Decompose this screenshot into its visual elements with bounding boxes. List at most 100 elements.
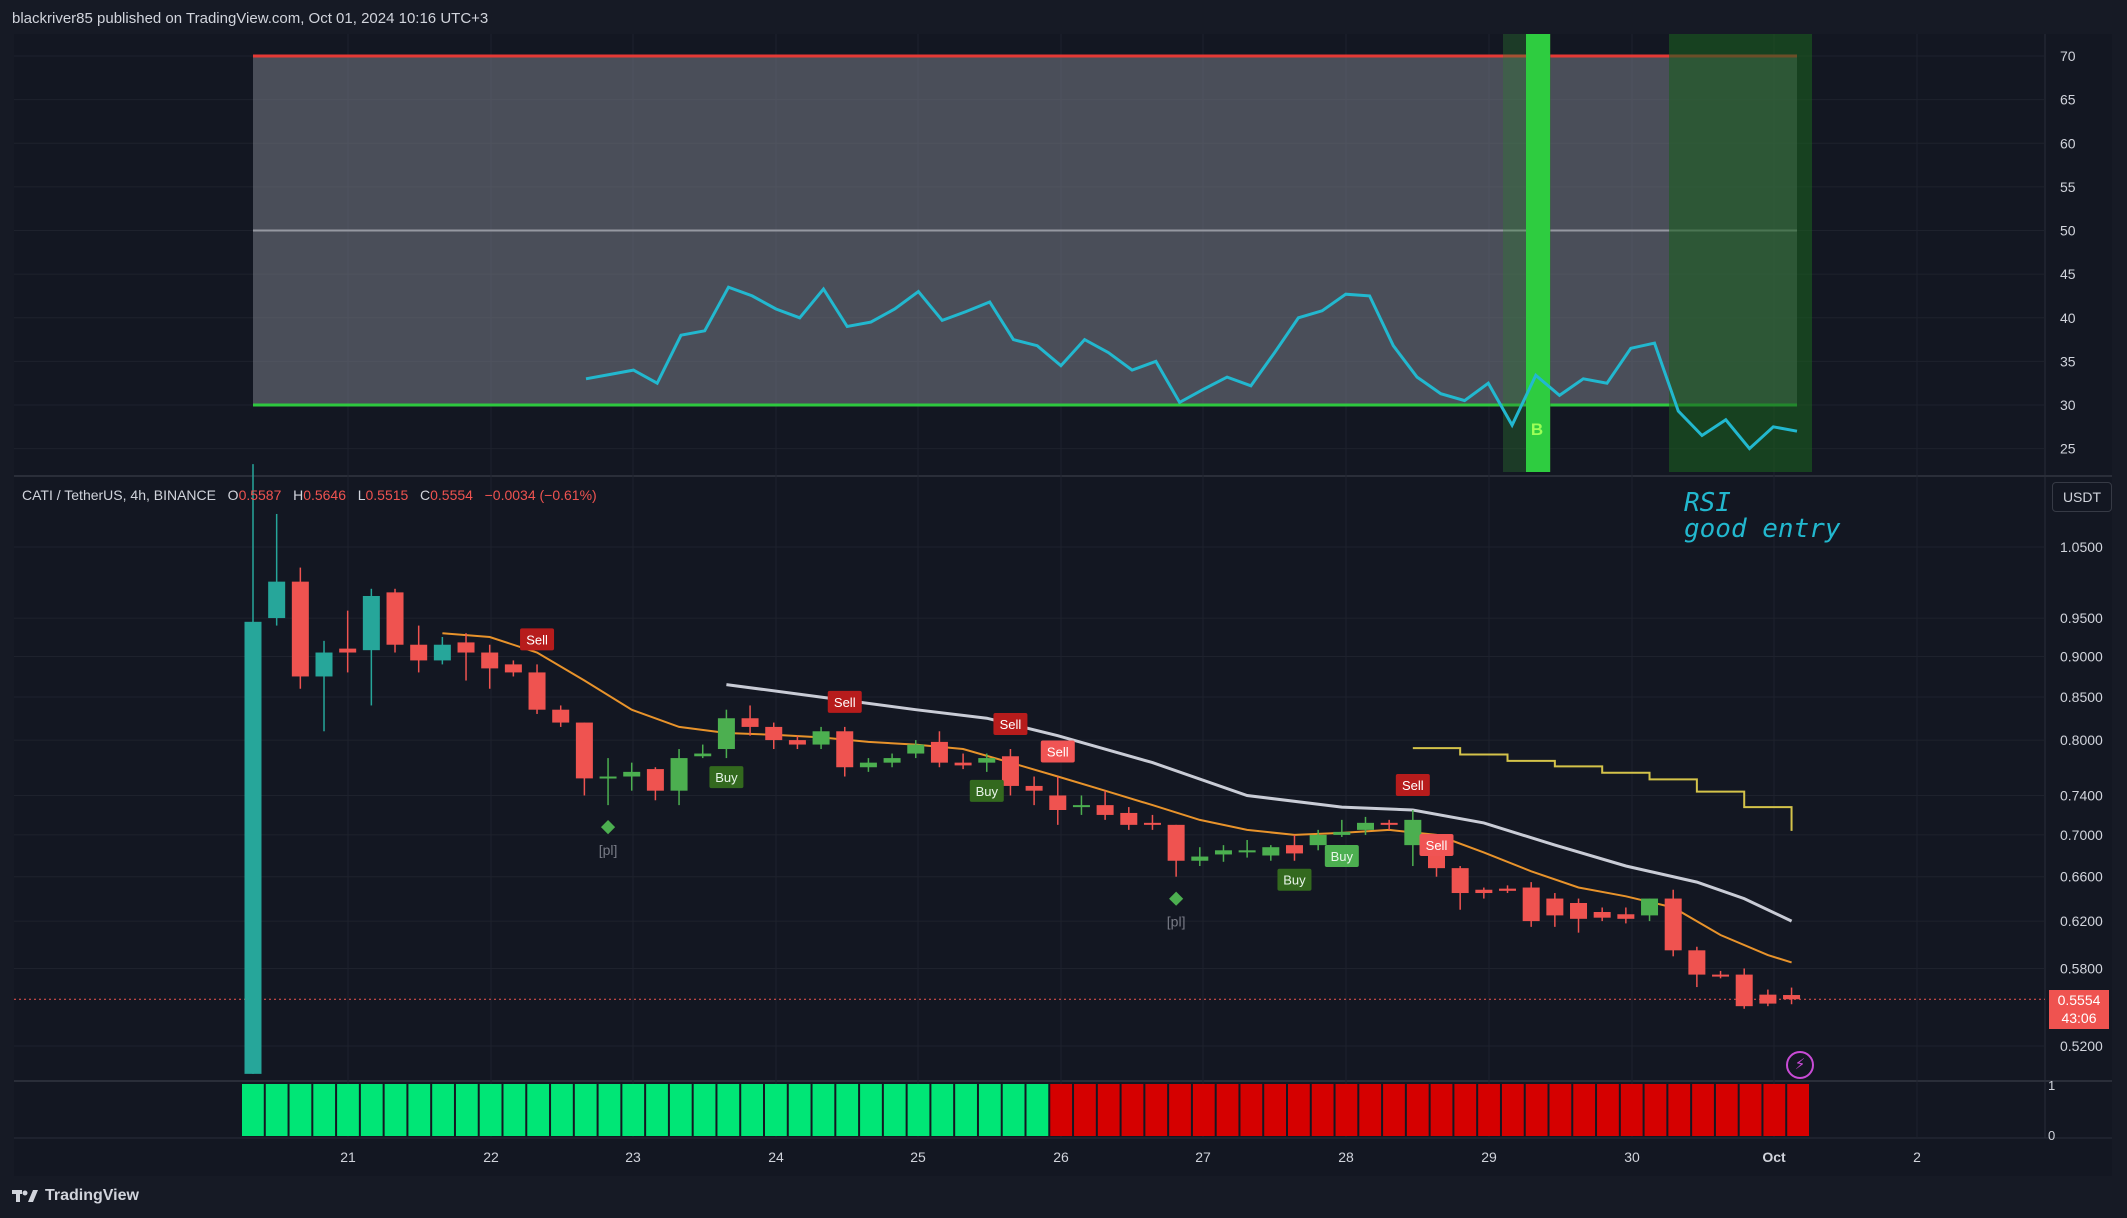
candle-body [1404,819,1422,846]
pivot-label: [pl] [1167,914,1186,930]
strength-bar [1359,1084,1382,1136]
strength-bar [598,1084,621,1136]
signal-buy: Buy [1277,868,1312,891]
last-price-label: 0.5554 43:06 [2049,990,2109,1029]
candle-body [1783,995,1801,1000]
strength-bar [1573,1084,1596,1136]
candle-body [1238,850,1256,853]
candle-body [315,652,333,677]
candle-body [339,648,357,653]
open-value: 0.5587 [238,487,282,503]
strength-bar [1549,1084,1572,1136]
strength-bar [1715,1084,1738,1136]
tradingview-logo[interactable]: TradingView [12,1187,139,1205]
strength-bar [883,1084,906,1136]
signal-sell: Sell [993,713,1028,736]
rsi-buy-signal-bar [1526,34,1550,472]
x-tick-label: 23 [625,1149,641,1165]
strength-bar [432,1084,454,1136]
rsi-line [585,285,1798,451]
strength-bar [408,1084,431,1136]
x-tick-label: 30 [1624,1149,1640,1165]
tradingview-logo-icon [12,1190,38,1202]
brand-name: TradingView [45,1187,139,1204]
candle-body [1191,856,1209,861]
strength-bar [1192,1084,1215,1136]
low-value: 0.5515 [365,487,409,503]
strength-bar [836,1084,859,1136]
candle-body [836,731,854,768]
strength-bar [717,1084,740,1136]
pivot-label: [pl] [599,842,618,858]
strength-bar [1739,1084,1762,1136]
rsi-y-tick: 65 [2060,92,2076,108]
signal-buy: Buy [969,779,1004,802]
candle-body [362,595,380,651]
strength-bar [646,1084,668,1136]
footer [0,1176,2127,1218]
candle-body [1049,795,1067,811]
lightning-icon[interactable]: ⚡ [1786,1051,1814,1079]
publisher-text: blackriver85 published on TradingView.co… [12,10,489,27]
strength-y-tick: 1 [2048,1078,2055,1093]
annotation-line-2: good entry [1684,514,1841,544]
strength-bar [265,1084,288,1136]
candle-body [410,644,428,661]
candle-body [457,642,475,653]
strength-bar [1169,1084,1191,1136]
price-y-tick: 0.8000 [2060,732,2103,748]
signal-badge [1324,844,1359,867]
candle-body [670,758,688,791]
candle-body [717,718,735,750]
signal-label: Buy [976,784,999,799]
strength-bar [1430,1084,1453,1136]
open-label: O [227,487,239,503]
high-value: 0.5646 [303,487,347,503]
signal-badge [827,690,862,713]
candle-body [1451,868,1469,894]
ema-slow-line [726,683,1793,923]
candle-body [1475,889,1493,894]
candle-body [1214,850,1232,855]
x-tick-label: 29 [1481,1149,1497,1165]
strength-bar [955,1084,977,1136]
signal-badge [1419,834,1454,857]
candle-body [1025,785,1043,791]
signal-label: Sell [1000,717,1022,732]
strength-bar [788,1084,811,1136]
candle-body [1617,914,1635,919]
signal-sell: Sell [1040,740,1075,763]
signal-label: Buy [1283,873,1306,888]
high-label: H [293,487,304,503]
candle-body [1120,812,1138,825]
signal-sell: Sell [520,628,555,651]
strength-bar [1787,1084,1809,1136]
stop-line [1412,747,1793,831]
symbol-legend: CATI / TetherUS, 4h, BINANCE O0.5587 H0.… [22,487,597,503]
price-y-tick: 0.9000 [2060,648,2103,664]
x-tick-label: 24 [768,1149,784,1165]
candle-body [741,718,759,727]
signal-buy: Buy [709,766,744,789]
candle-body [504,664,522,673]
strength-bar [503,1084,526,1136]
signal-badge [969,779,1004,802]
strength-bar [931,1084,954,1136]
candle-body [1001,756,1019,786]
candle-body [1688,950,1706,975]
currency-button[interactable]: USDT [2052,482,2112,512]
strength-bar [1240,1084,1263,1136]
strength-bar [337,1084,359,1136]
close-label: C [419,487,431,503]
publish-header: blackriver85 published on TradingView.co… [0,0,2127,36]
candle-body [1309,834,1327,846]
strength-bar [1074,1084,1096,1136]
candle-body [1285,845,1303,854]
rsi-signal-marker: B [1531,420,1543,439]
strength-bar [1668,1084,1691,1136]
rsi-annotation: RSI good entry [1684,490,1841,542]
candle-body [859,762,877,768]
candle-body [1380,822,1398,825]
strength-bar [1454,1084,1477,1136]
